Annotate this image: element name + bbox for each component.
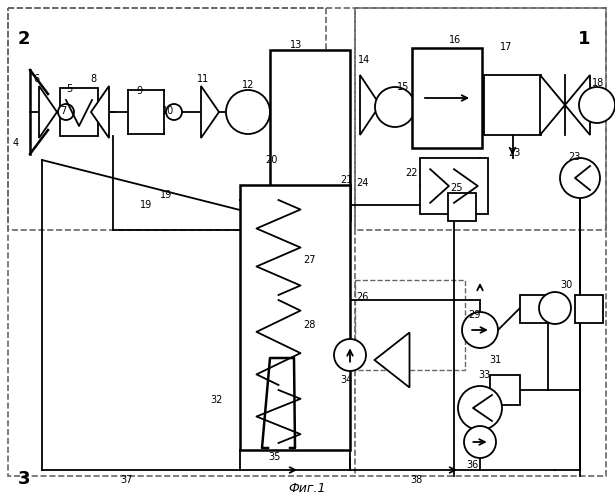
- Bar: [355, 280, 465, 370]
- Text: 10: 10: [162, 106, 174, 116]
- Text: 29: 29: [468, 310, 480, 320]
- Text: 6: 6: [33, 74, 39, 84]
- Circle shape: [464, 426, 496, 458]
- Text: 11: 11: [197, 74, 209, 84]
- Bar: [484, 75, 541, 135]
- Text: 17: 17: [500, 42, 512, 52]
- Text: 36: 36: [466, 460, 478, 470]
- Text: 21: 21: [340, 175, 352, 185]
- Bar: [60, 88, 98, 136]
- Text: 2: 2: [18, 30, 31, 48]
- Text: 12: 12: [242, 80, 254, 90]
- Polygon shape: [485, 75, 507, 135]
- Text: 18: 18: [592, 78, 605, 88]
- Polygon shape: [201, 86, 219, 138]
- Bar: [355, 8, 606, 230]
- Circle shape: [579, 87, 615, 123]
- Bar: [575, 295, 603, 323]
- Bar: [270, 50, 350, 220]
- Polygon shape: [565, 75, 590, 135]
- Text: 26: 26: [356, 292, 368, 302]
- Bar: [412, 48, 482, 148]
- Bar: [420, 158, 488, 214]
- Text: 1: 1: [577, 30, 590, 48]
- Text: 22: 22: [405, 168, 418, 178]
- Polygon shape: [507, 75, 529, 135]
- Circle shape: [539, 292, 571, 324]
- Text: 19: 19: [140, 200, 153, 210]
- Text: 14: 14: [358, 55, 370, 65]
- Circle shape: [458, 386, 502, 430]
- Text: 20: 20: [265, 155, 277, 165]
- Text: 33: 33: [478, 370, 490, 380]
- Bar: [490, 375, 520, 405]
- Text: 31: 31: [489, 355, 501, 365]
- Text: 15: 15: [397, 82, 410, 92]
- Text: 16: 16: [449, 35, 461, 45]
- Polygon shape: [360, 75, 380, 135]
- Text: 35: 35: [268, 452, 280, 462]
- Circle shape: [58, 104, 74, 120]
- Text: 34: 34: [340, 375, 352, 385]
- Polygon shape: [39, 86, 57, 138]
- Bar: [128, 90, 164, 134]
- Text: 5: 5: [66, 84, 72, 94]
- Text: 30: 30: [560, 280, 572, 290]
- Text: 13: 13: [290, 40, 302, 50]
- Circle shape: [462, 312, 498, 348]
- Text: 37: 37: [120, 475, 132, 485]
- Text: 25: 25: [450, 183, 462, 193]
- Text: 3: 3: [18, 470, 31, 488]
- Circle shape: [560, 158, 600, 198]
- Text: 4: 4: [13, 138, 19, 148]
- Text: 32: 32: [210, 395, 223, 405]
- Text: 27: 27: [303, 255, 316, 265]
- Bar: [520, 295, 548, 323]
- Text: Фиг.1: Фиг.1: [288, 482, 326, 495]
- Text: 7: 7: [60, 106, 66, 116]
- Bar: [448, 193, 476, 221]
- Circle shape: [334, 339, 366, 371]
- Text: 28: 28: [303, 320, 316, 330]
- Text: 8: 8: [90, 74, 96, 84]
- Bar: [240, 185, 350, 450]
- Text: 38: 38: [410, 475, 423, 485]
- Polygon shape: [375, 332, 410, 388]
- Circle shape: [166, 104, 182, 120]
- Text: 24: 24: [356, 178, 368, 188]
- Text: 23: 23: [508, 148, 520, 158]
- Text: 19: 19: [160, 190, 172, 200]
- Bar: [8, 8, 326, 230]
- Text: 9: 9: [136, 86, 142, 96]
- Circle shape: [226, 90, 270, 134]
- Polygon shape: [540, 75, 565, 135]
- Polygon shape: [91, 86, 109, 138]
- Circle shape: [375, 87, 415, 127]
- Text: 23: 23: [568, 152, 581, 162]
